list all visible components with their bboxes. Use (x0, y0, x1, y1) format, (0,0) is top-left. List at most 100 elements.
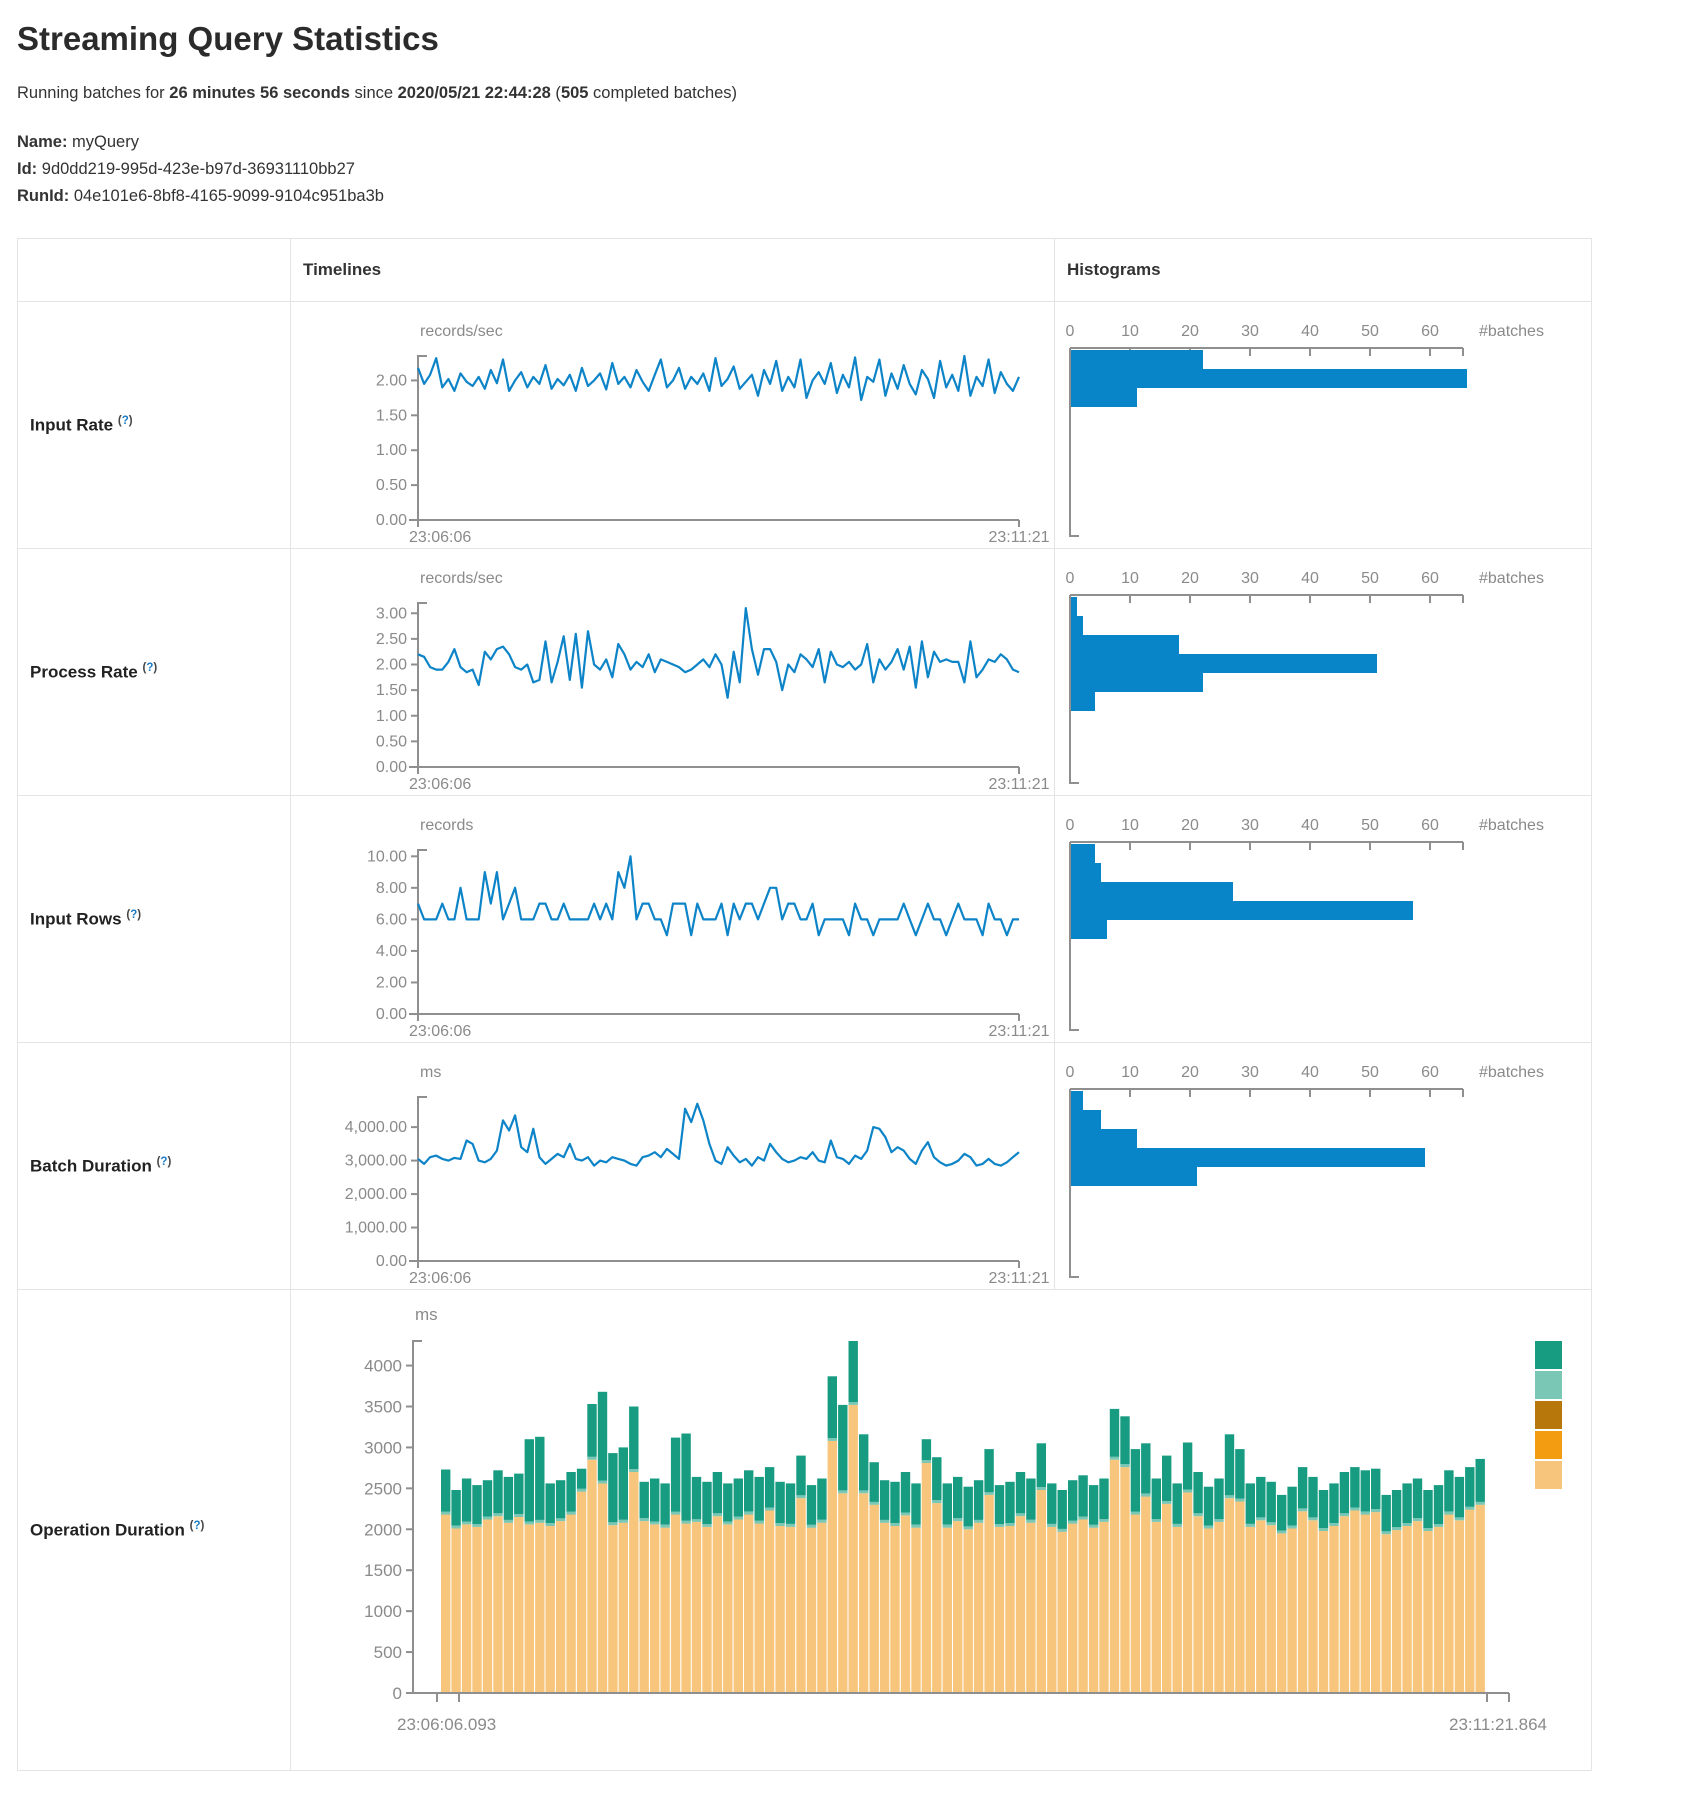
svg-text:ms: ms (415, 1305, 438, 1324)
svg-text:2000: 2000 (364, 1520, 402, 1539)
svg-text:10: 10 (1121, 570, 1139, 587)
svg-text:500: 500 (374, 1643, 402, 1662)
svg-text:30: 30 (1241, 323, 1259, 340)
svg-text:0: 0 (1066, 1064, 1075, 1081)
svg-text:3500: 3500 (364, 1397, 402, 1416)
input-rows-row: Input Rows (?) records 0.00 2.00 4.00 6.00 8.… (17, 795, 1592, 1043)
batch-duration-help-icon[interactable]: (?) (156, 1155, 172, 1168)
histograms-header-cell: Histograms (1054, 238, 1592, 302)
svg-text:ms: ms (420, 1064, 441, 1081)
svg-text:23:06:06.093: 23:06:06.093 (397, 1715, 496, 1734)
svg-text:2.00: 2.00 (376, 974, 407, 991)
header-empty-cell (17, 238, 291, 302)
running-start-time: 2020/05/21 22:44:28 (397, 84, 551, 102)
operation-duration-help-icon[interactable]: (?) (189, 1519, 205, 1532)
running-middle: since (349, 84, 398, 102)
query-id-label: Id: (17, 160, 38, 178)
operation-duration-row: Operation Duration (?) ms 0 500 1000 1500 200… (17, 1289, 1592, 1771)
input-rate-timeline-cell: records/sec 0.00 0.50 1.00 1.50 2.00 23:06:06 2… (290, 301, 1055, 549)
svg-text:30: 30 (1241, 570, 1259, 587)
process-rate-row: Process Rate (?) records/sec 0.00 0.50 1.00… (17, 548, 1592, 796)
input-rows-help-icon[interactable]: (?) (126, 908, 142, 921)
svg-text:0.00: 0.00 (376, 1006, 407, 1023)
query-meta: Name: myQuery Id: 9d0dd219-995d-423e-b97… (17, 129, 1693, 210)
svg-text:50: 50 (1361, 570, 1379, 587)
running-paren: ( (550, 84, 561, 102)
svg-text:#batches: #batches (1479, 323, 1544, 340)
process-rate-help-icon[interactable]: (?) (142, 661, 158, 674)
svg-text:2500: 2500 (364, 1479, 402, 1498)
svg-text:1,000.00: 1,000.00 (345, 1220, 407, 1237)
input-rate-help-icon[interactable]: (?) (117, 414, 133, 427)
process-rate-histogram-cell: 0 10 20 30 40 50 60 #batches (1054, 548, 1592, 796)
svg-text:6.00: 6.00 (376, 911, 407, 928)
svg-text:40: 40 (1301, 1064, 1319, 1081)
svg-text:2.50: 2.50 (376, 631, 407, 648)
svg-text:23:06:06: 23:06:06 (409, 1270, 471, 1287)
svg-text:0: 0 (393, 1684, 402, 1703)
svg-text:0.00: 0.00 (376, 759, 407, 776)
svg-text:4.00: 4.00 (376, 943, 407, 960)
operation-duration-label: Operation Duration (?) (18, 1520, 290, 1541)
input-rows-label: Input Rows (?) (18, 909, 290, 930)
operation-duration-chart-cell: ms 0 500 1000 1500 2000 2500 3000 3500 4000 23:06:… (290, 1289, 1592, 1771)
svg-text:40: 40 (1301, 323, 1319, 340)
running-prefix: Running batches for (17, 84, 170, 102)
svg-text:3.00: 3.00 (376, 605, 407, 622)
input-rate-histogram-chart: 0 10 20 30 40 50 60 #batches (1066, 323, 1544, 537)
process-rate-timeline-cell: records/sec 0.00 0.50 1.00 1.50 2.00 2.50 3.00 2… (290, 548, 1055, 796)
query-id-value: 9d0dd219-995d-423e-b97d-36931110bb27 (41, 160, 355, 178)
input-rate-label: Input Rate (?) (18, 415, 290, 436)
svg-text:23:11:21.864: 23:11:21.864 (1449, 1715, 1547, 1734)
svg-text:1.00: 1.00 (376, 442, 407, 459)
process-rate-label-cell: Process Rate (?) (17, 548, 291, 796)
svg-text:23:11:21: 23:11:21 (988, 529, 1049, 546)
svg-text:23:06:06: 23:06:06 (409, 1023, 471, 1040)
input-rows-timeline-cell: records 0.00 2.00 4.00 6.00 8.00 10.00 23:06:06… (290, 795, 1055, 1043)
svg-text:0: 0 (1066, 323, 1075, 340)
svg-text:#batches: #batches (1479, 1064, 1544, 1081)
process-rate-label: Process Rate (?) (18, 662, 290, 683)
query-name-label: Name: (17, 133, 68, 151)
svg-text:records: records (420, 817, 473, 834)
page-title: Streaming Query Statistics (17, 20, 439, 57)
input-rate-label-text: Input Rate (30, 415, 114, 435)
svg-text:records/sec: records/sec (420, 323, 503, 340)
svg-text:1.50: 1.50 (376, 407, 407, 424)
svg-text:2.00: 2.00 (376, 372, 407, 389)
input-rows-timeline-chart: records 0.00 2.00 4.00 6.00 8.00 10.00 23:06:06… (367, 817, 1050, 1040)
input-rows-histogram-chart: 0 10 20 30 40 50 60 #batches (1066, 817, 1544, 1031)
svg-text:3,000.00: 3,000.00 (345, 1153, 407, 1170)
svg-text:50: 50 (1361, 1064, 1379, 1081)
svg-text:23:11:21: 23:11:21 (988, 1023, 1049, 1040)
svg-text:0.50: 0.50 (376, 477, 407, 494)
batch-duration-timeline-chart: ms 0.00 1,000.00 2,000.00 3,000.00 4,000.00 23… (345, 1064, 1050, 1287)
svg-text:1500: 1500 (364, 1561, 402, 1580)
query-name-value: myQuery (72, 133, 139, 151)
table-header-row: Timelines Histograms (17, 238, 1592, 302)
running-duration: 26 minutes 56 seconds (169, 84, 350, 102)
svg-text:23:06:06: 23:06:06 (409, 529, 471, 546)
svg-text:60: 60 (1421, 1064, 1439, 1081)
query-runid-value: 04e101e6-8bf8-4165-9099-9104c951ba3b (73, 187, 384, 205)
svg-text:50: 50 (1361, 817, 1379, 834)
input-rate-label-cell: Input Rate (?) (17, 301, 291, 549)
svg-text:1.50: 1.50 (376, 682, 407, 699)
svg-text:3000: 3000 (364, 1438, 402, 1457)
timelines-header-cell: Timelines (290, 238, 1055, 302)
svg-text:10: 10 (1121, 323, 1139, 340)
svg-text:0: 0 (1066, 817, 1075, 834)
query-runid-row: RunId: 04e101e6-8bf8-4165-9099-9104c951b… (17, 183, 1693, 210)
svg-text:#batches: #batches (1479, 570, 1544, 587)
svg-text:1000: 1000 (364, 1602, 402, 1621)
svg-text:0.00: 0.00 (376, 1253, 407, 1270)
svg-text:23:11:21: 23:11:21 (988, 776, 1049, 793)
batch-duration-timeline-cell: ms 0.00 1,000.00 2,000.00 3,000.00 4,000.00 23… (290, 1042, 1055, 1290)
svg-text:0.50: 0.50 (376, 733, 407, 750)
svg-text:23:06:06: 23:06:06 (409, 776, 471, 793)
svg-text:records/sec: records/sec (420, 570, 503, 587)
svg-text:10: 10 (1121, 1064, 1139, 1081)
svg-text:4000: 4000 (364, 1357, 402, 1376)
batch-duration-row: Batch Duration (?) ms 0.00 1,000.00 2,000.0… (17, 1042, 1592, 1290)
